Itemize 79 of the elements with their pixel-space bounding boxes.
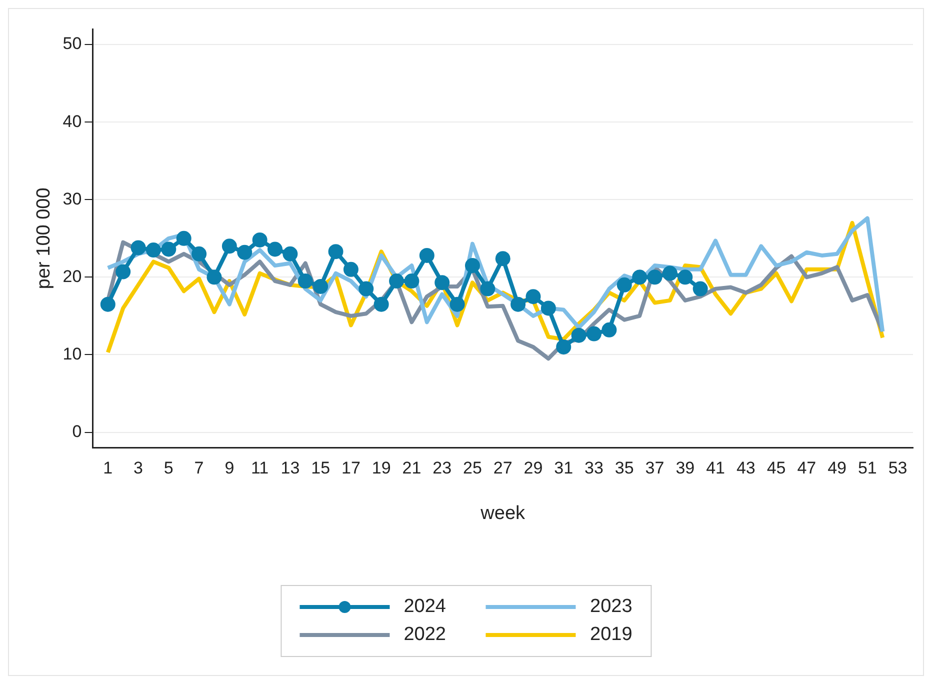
x-tick-label: 3	[134, 458, 144, 478]
point	[678, 270, 693, 285]
point	[616, 277, 632, 292]
point	[602, 322, 617, 338]
x-tick-label: 43	[736, 458, 756, 478]
x-tick-label: 47	[797, 458, 816, 478]
point	[434, 275, 450, 290]
x-tick-label: 7	[194, 458, 204, 478]
x-tick-label: 19	[372, 458, 391, 478]
x-tick-label: 25	[463, 458, 482, 478]
legend-label: 2023	[590, 596, 632, 618]
x-tick-label: 35	[614, 458, 634, 478]
x-tick-label: 53	[888, 458, 908, 478]
x-tick-label: 11	[250, 458, 269, 478]
point	[222, 238, 237, 254]
point	[571, 328, 586, 343]
x-tick-label: 21	[402, 458, 422, 478]
y-tick-label: 30	[62, 189, 82, 208]
point	[130, 240, 146, 256]
point	[540, 300, 556, 316]
x-tick-label: 23	[432, 458, 452, 478]
point	[510, 296, 526, 312]
point	[282, 246, 298, 262]
point	[692, 281, 708, 296]
y-tick-label: 40	[62, 112, 82, 131]
x-tick-label: 17	[341, 458, 360, 478]
point	[586, 326, 602, 342]
point	[100, 296, 116, 312]
point	[404, 274, 420, 289]
point	[419, 248, 434, 263]
x-tick-label: 29	[524, 458, 543, 478]
point	[480, 281, 496, 296]
point	[237, 244, 252, 260]
point	[374, 296, 389, 312]
point	[267, 242, 282, 257]
x-tick-label: 1	[103, 458, 113, 478]
legend-label: 2022	[404, 624, 446, 646]
point	[176, 230, 192, 246]
point	[647, 270, 662, 285]
legend-label: 2024	[404, 596, 446, 618]
x-tick-label: 51	[858, 458, 877, 478]
y-tick-label: 20	[62, 266, 82, 286]
x-tick-label: 41	[706, 458, 725, 478]
x-tick-label: 49	[828, 458, 847, 478]
point	[328, 244, 344, 260]
y-tick-label: 0	[72, 422, 82, 441]
x-tick-label: 5	[164, 458, 174, 478]
x-axis-title: week	[480, 502, 526, 524]
x-tick-label: 13	[280, 458, 300, 478]
point	[662, 266, 678, 281]
x-tick-label: 45	[766, 458, 786, 478]
point	[192, 246, 207, 262]
point	[358, 281, 374, 296]
legend-label: 2019	[590, 624, 632, 646]
point	[389, 274, 404, 289]
point	[526, 289, 541, 304]
point	[161, 242, 176, 257]
point	[464, 258, 480, 274]
y-tick-label: 50	[62, 34, 82, 54]
point	[343, 262, 358, 277]
point	[206, 270, 222, 285]
x-tick-label: 31	[554, 458, 574, 478]
x-tick-label: 37	[645, 458, 664, 478]
point	[298, 274, 313, 289]
point	[116, 264, 131, 280]
x-tick-label: 27	[493, 458, 512, 478]
point	[632, 270, 648, 285]
x-tick-label: 9	[224, 458, 234, 478]
x-tick-label: 39	[676, 458, 695, 478]
point	[313, 278, 328, 294]
x-tick-label: 33	[584, 458, 604, 478]
point	[146, 242, 161, 258]
y-tick-label: 10	[62, 344, 82, 364]
point	[252, 232, 268, 248]
point	[495, 251, 510, 266]
y-axis-title: per 100 000	[34, 188, 55, 290]
x-tick-label: 15	[311, 458, 330, 478]
point	[556, 339, 572, 354]
point	[450, 296, 465, 312]
